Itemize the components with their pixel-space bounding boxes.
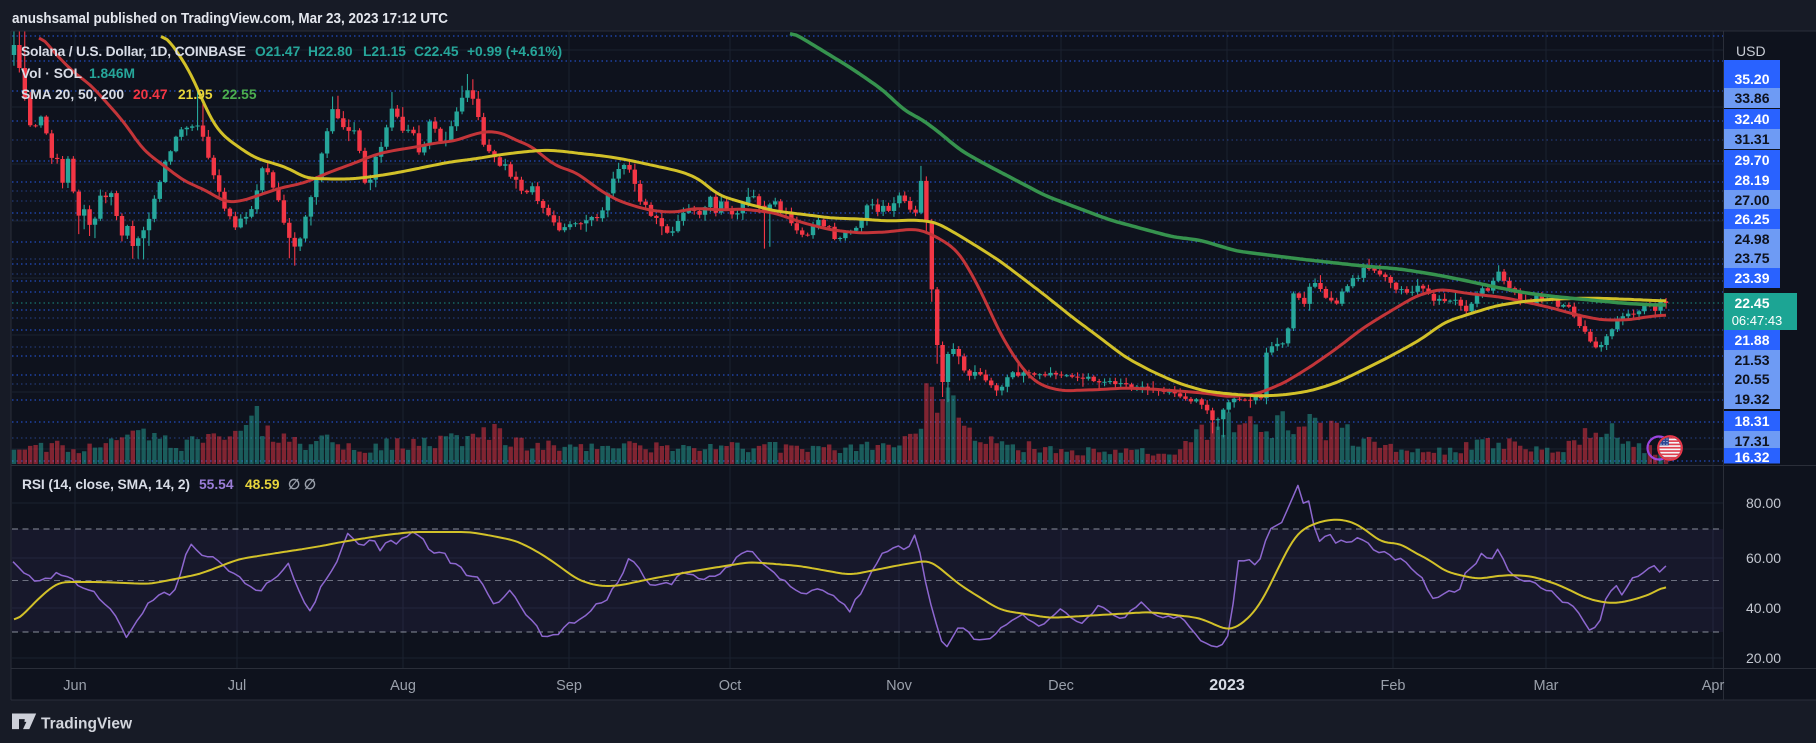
svg-text:21.53: 21.53: [1734, 352, 1769, 368]
svg-text:Solana / U.S. Dollar, 1D, COIN: Solana / U.S. Dollar, 1D, COINBASE: [21, 44, 246, 59]
svg-text:+0.99 (+4.61%): +0.99 (+4.61%): [467, 44, 562, 59]
svg-text:∅ ∅: ∅ ∅: [288, 477, 316, 492]
svg-text:27.00: 27.00: [1734, 192, 1769, 208]
svg-text:20.00: 20.00: [1746, 650, 1781, 666]
svg-text:21.88: 21.88: [1734, 332, 1769, 348]
svg-text:26.25: 26.25: [1734, 211, 1769, 227]
svg-text:18.31: 18.31: [1734, 413, 1769, 429]
svg-text:60.00: 60.00: [1746, 550, 1781, 566]
svg-text:L21.15: L21.15: [363, 44, 406, 59]
svg-text:40.00: 40.00: [1746, 600, 1781, 616]
svg-text:20.47: 20.47: [133, 87, 168, 102]
svg-text:Nov: Nov: [886, 678, 913, 694]
svg-text:06:47:43: 06:47:43: [1732, 313, 1783, 328]
svg-text:32.40: 32.40: [1734, 111, 1769, 127]
svg-text:17.31: 17.31: [1734, 433, 1769, 449]
svg-text:55.54: 55.54: [199, 477, 234, 492]
svg-text:Mar: Mar: [1534, 678, 1559, 694]
svg-text:1.846M: 1.846M: [89, 66, 135, 81]
svg-text:C22.45: C22.45: [414, 44, 459, 59]
svg-text:23.75: 23.75: [1734, 250, 1769, 266]
svg-text:Aug: Aug: [390, 678, 416, 694]
svg-text:33.86: 33.86: [1734, 90, 1769, 106]
svg-text:Jul: Jul: [228, 678, 247, 694]
svg-text:2023: 2023: [1209, 677, 1245, 694]
svg-text:20.55: 20.55: [1734, 371, 1769, 387]
svg-text:24.98: 24.98: [1734, 231, 1769, 247]
svg-text:28.19: 28.19: [1734, 172, 1769, 188]
svg-text:22.55: 22.55: [222, 87, 257, 102]
svg-text:TradingView: TradingView: [41, 716, 133, 733]
svg-text:SMA 20, 50, 200: SMA 20, 50, 200: [21, 87, 124, 102]
svg-text:USD: USD: [1736, 43, 1766, 59]
svg-text:23.39: 23.39: [1734, 270, 1769, 286]
svg-text:Sep: Sep: [556, 678, 582, 694]
svg-text:H22.80: H22.80: [308, 44, 353, 59]
svg-text:31.31: 31.31: [1734, 131, 1769, 147]
svg-text:Jun: Jun: [63, 678, 86, 694]
svg-text:21.95: 21.95: [178, 87, 213, 102]
svg-text:16.32: 16.32: [1734, 449, 1769, 465]
svg-text:35.20: 35.20: [1734, 71, 1769, 87]
svg-text:29.70: 29.70: [1734, 152, 1769, 168]
svg-text:Feb: Feb: [1381, 678, 1406, 694]
svg-text:Vol · SOL: Vol · SOL: [21, 66, 82, 81]
svg-text:Apr: Apr: [1702, 678, 1725, 694]
svg-text:22.45: 22.45: [1734, 295, 1769, 311]
svg-text:O21.47: O21.47: [255, 44, 301, 59]
svg-text:Dec: Dec: [1048, 678, 1074, 694]
svg-text:anushsamal published on Tradin: anushsamal published on TradingView.com,…: [12, 11, 448, 27]
svg-text:80.00: 80.00: [1746, 495, 1781, 511]
svg-text:RSI (14, close, SMA, 14, 2): RSI (14, close, SMA, 14, 2): [22, 477, 190, 492]
svg-text:Oct: Oct: [719, 678, 742, 694]
svg-text:19.32: 19.32: [1734, 391, 1769, 407]
svg-text:48.59: 48.59: [245, 477, 280, 492]
